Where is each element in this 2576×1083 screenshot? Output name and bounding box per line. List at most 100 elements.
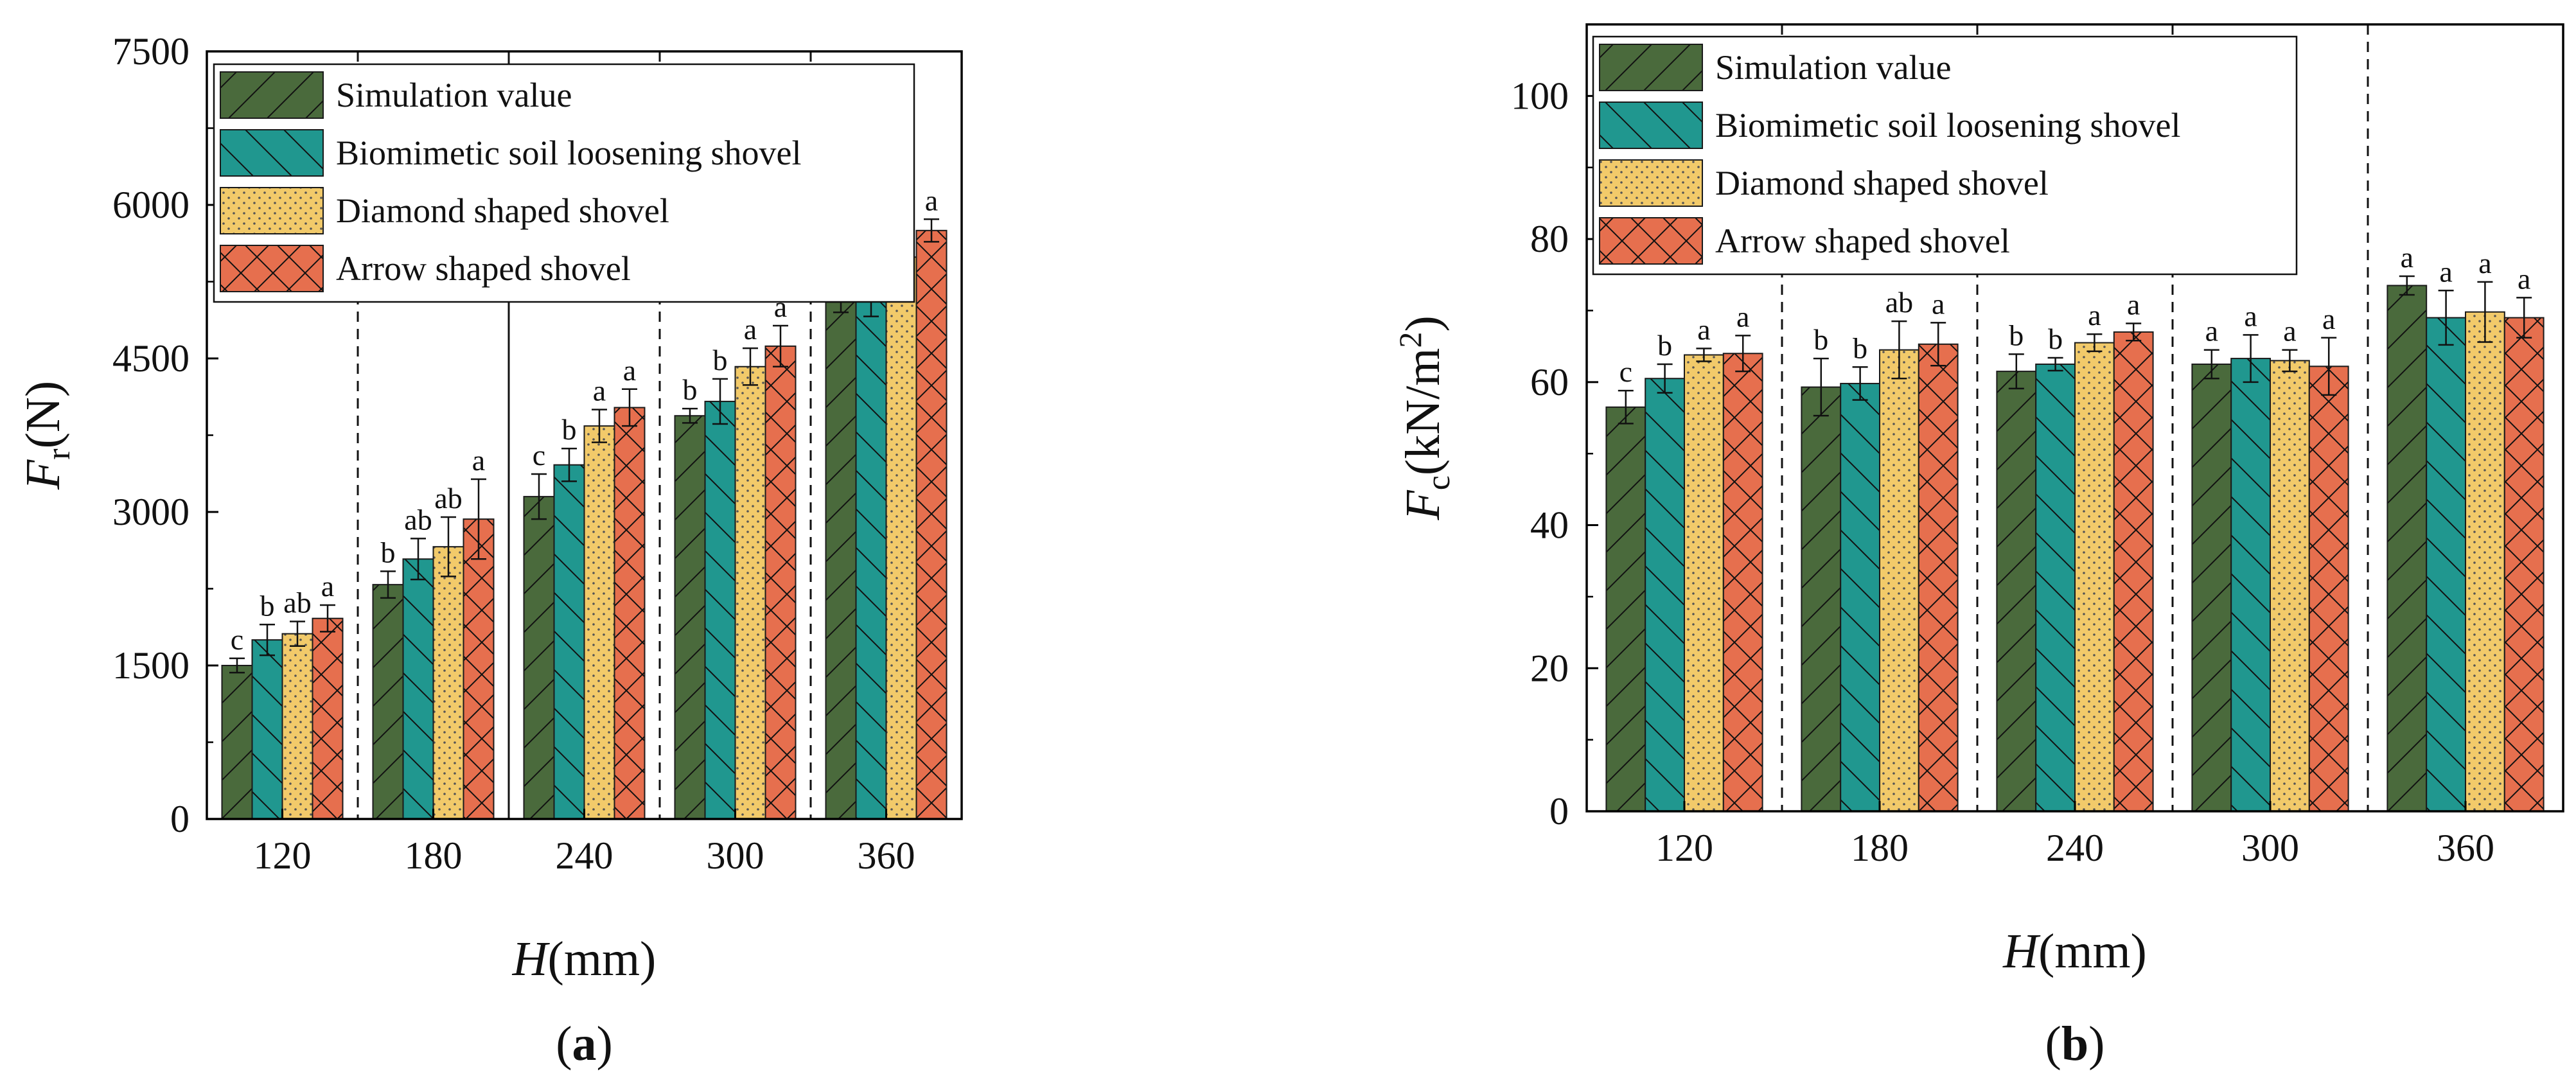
x-tick-label: 120 bbox=[1655, 827, 1713, 869]
legend-swatch bbox=[1599, 217, 1703, 265]
significance-letter: b bbox=[1657, 329, 1672, 362]
bar bbox=[1879, 349, 1919, 812]
significance-letter: c bbox=[533, 439, 545, 471]
legend-label: Diamond shaped shovel bbox=[1715, 164, 2049, 202]
significance-letter: a bbox=[2401, 241, 2413, 274]
legend-label: Simulation value bbox=[1715, 48, 1951, 87]
bar bbox=[855, 285, 887, 820]
chart-panel-a: cbcbcbabbbbcababaaabaaaaa015003000450060… bbox=[16, 30, 963, 1071]
significance-letter: a bbox=[925, 184, 938, 216]
y-tick-label: 40 bbox=[1530, 504, 1569, 547]
significance-letter: a bbox=[2478, 247, 2491, 279]
significance-letter: a bbox=[2518, 262, 2530, 295]
significance-letter: b bbox=[2009, 319, 2024, 351]
y-axis-title: Fc(kN/m2) bbox=[1392, 315, 1457, 520]
bar bbox=[463, 518, 495, 820]
bar bbox=[402, 558, 434, 820]
significance-letter: b bbox=[2048, 322, 2063, 355]
bar bbox=[312, 617, 344, 820]
bar bbox=[1918, 343, 1959, 812]
x-tick-label: 180 bbox=[405, 834, 463, 877]
y-tick-label: 20 bbox=[1530, 647, 1569, 689]
bar bbox=[2074, 342, 2115, 812]
bar bbox=[704, 400, 736, 820]
significance-letter: b bbox=[381, 536, 396, 568]
bar bbox=[251, 639, 283, 820]
significance-letter: a bbox=[744, 313, 757, 346]
significance-letter: b bbox=[713, 344, 728, 376]
legend-box bbox=[213, 63, 915, 303]
significance-letter: a bbox=[2205, 315, 2218, 348]
y-tick-label: 6000 bbox=[112, 184, 190, 226]
legend-swatch bbox=[1599, 44, 1703, 91]
legend-label: Arrow shaped shovel bbox=[1715, 222, 2010, 260]
legend-label: Simulation value bbox=[336, 76, 572, 114]
bar bbox=[523, 496, 555, 820]
x-tick-label: 300 bbox=[707, 834, 764, 877]
y-tick-label: 1500 bbox=[112, 644, 190, 687]
bar bbox=[885, 256, 917, 820]
x-tick-label: 240 bbox=[2046, 827, 2104, 869]
significance-letter: ab bbox=[404, 503, 432, 536]
significance-letter: a bbox=[1932, 287, 1945, 320]
significance-letter: a bbox=[321, 570, 334, 603]
bar bbox=[613, 407, 646, 820]
legend-label: Arrow shaped shovel bbox=[336, 249, 631, 288]
y-tick-label: 60 bbox=[1530, 361, 1569, 403]
bar bbox=[2503, 317, 2545, 813]
y-tick-label: 4500 bbox=[112, 337, 190, 380]
bar bbox=[432, 546, 464, 820]
significance-letter: a bbox=[472, 444, 485, 477]
bar bbox=[825, 301, 857, 820]
bar bbox=[734, 365, 766, 820]
significance-letter: b bbox=[260, 589, 275, 622]
legend-swatch bbox=[220, 129, 324, 177]
significance-letter: ab bbox=[1885, 286, 1913, 319]
y-tick-label: 80 bbox=[1530, 218, 1569, 260]
legend-swatch bbox=[1599, 101, 1703, 149]
significance-letter: ab bbox=[434, 482, 462, 515]
bar bbox=[281, 633, 313, 820]
y-tick-label: 100 bbox=[1511, 75, 1569, 117]
y-tick-label: 0 bbox=[1549, 790, 1569, 832]
x-tick-label: 360 bbox=[2437, 827, 2494, 869]
bar bbox=[1996, 371, 2037, 812]
significance-letter: a bbox=[623, 354, 636, 387]
panel-label: (b) bbox=[2045, 1017, 2105, 1071]
legend-label: Biomimetic soil loosening shovel bbox=[1715, 106, 2180, 145]
significance-letter: c bbox=[231, 623, 243, 656]
bar bbox=[372, 584, 404, 820]
bar bbox=[553, 464, 585, 820]
legend-swatch bbox=[1599, 159, 1703, 207]
x-tick-label: 180 bbox=[1851, 827, 1909, 869]
bar bbox=[2191, 363, 2232, 812]
bar bbox=[583, 425, 615, 820]
bar bbox=[2035, 363, 2076, 812]
legend-box bbox=[1592, 35, 2298, 276]
significance-letter: b bbox=[683, 373, 698, 406]
bar bbox=[2270, 360, 2310, 812]
significance-letter: ab bbox=[283, 586, 311, 619]
x-tick-label: 240 bbox=[556, 834, 613, 877]
x-axis-title: H(mm) bbox=[512, 932, 657, 986]
significance-letter: b bbox=[1853, 331, 1867, 364]
bar bbox=[2465, 311, 2505, 812]
legend-label: Diamond shaped shovel bbox=[336, 191, 669, 230]
significance-letter: a bbox=[2322, 303, 2335, 335]
y-tick-label: 0 bbox=[170, 798, 190, 840]
x-axis-title: H(mm) bbox=[2002, 924, 2147, 978]
significance-letter: b bbox=[562, 413, 577, 446]
legend-swatch bbox=[220, 71, 324, 119]
significance-letter: a bbox=[2088, 299, 2101, 331]
bar bbox=[1645, 378, 1685, 812]
panel-label: (a) bbox=[556, 1017, 613, 1071]
significance-letter: a bbox=[1697, 313, 1710, 346]
y-tick-label: 3000 bbox=[112, 491, 190, 533]
significance-letter: a bbox=[2127, 288, 2140, 321]
bar bbox=[1840, 383, 1880, 812]
significance-letter: a bbox=[1736, 300, 1749, 333]
bar bbox=[915, 229, 948, 820]
bar bbox=[1801, 386, 1842, 812]
